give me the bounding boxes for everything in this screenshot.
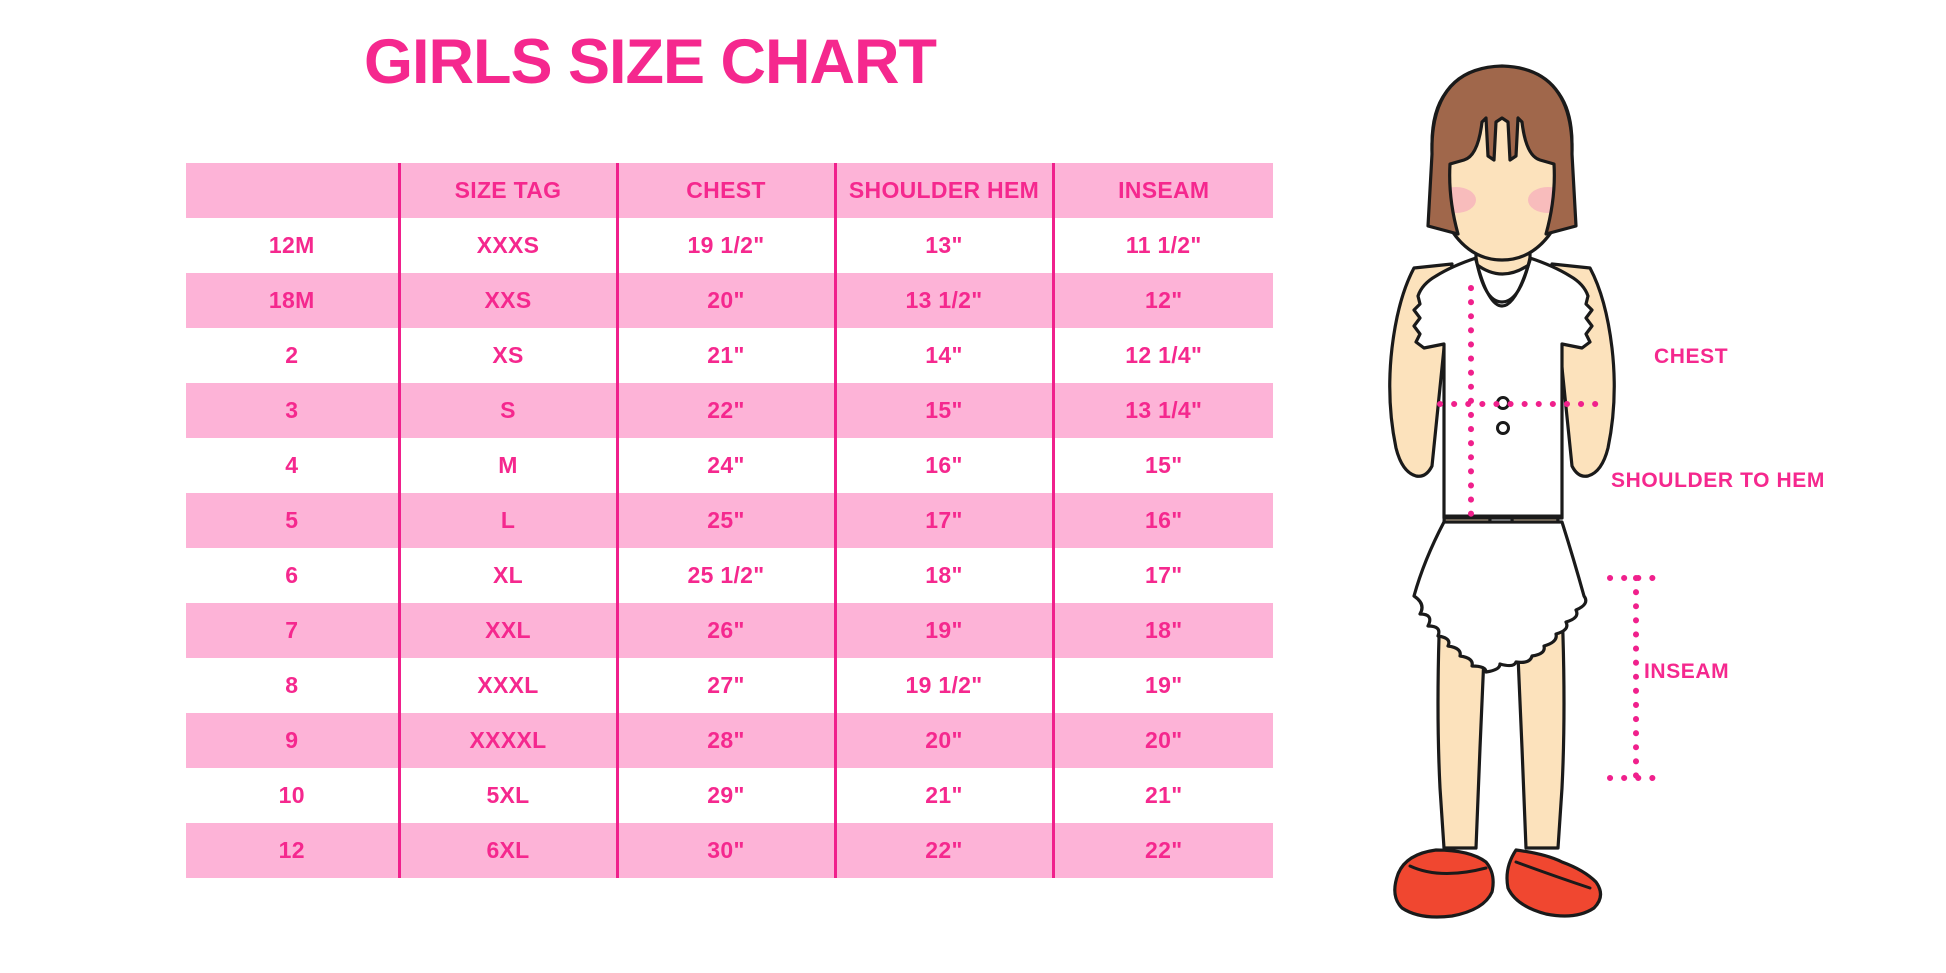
table-row: 8 XXXL 27" 19 1/2" 19" [186, 658, 1273, 713]
cell-size: 4 [186, 438, 399, 493]
cell-inseam: 16" [1051, 493, 1273, 548]
cell-size-tag: 6XL [397, 823, 617, 878]
cell-size-tag: M [397, 438, 617, 493]
cell-size: 10 [186, 768, 399, 823]
cell-inseam: 21" [1051, 768, 1273, 823]
table-row: 12 6XL 30" 22" 22" [186, 823, 1273, 878]
column-header-chest: CHEST [615, 163, 835, 218]
table-row: 18M XXS 20" 13 1/2" 12" [186, 273, 1273, 328]
table-row: 2 XS 21" 14" 12 1/4" [186, 328, 1273, 383]
cell-size-tag: 5XL [397, 768, 617, 823]
cell-chest: 25" [615, 493, 835, 548]
cell-chest: 19 1/2" [615, 218, 835, 273]
cell-size-tag: S [397, 383, 617, 438]
cell-size: 9 [186, 713, 399, 768]
cell-size: 12 [186, 823, 399, 878]
cell-shoulder-hem: 21" [833, 768, 1053, 823]
callout-label-chest: CHEST [1654, 345, 1729, 368]
cell-size: 7 [186, 603, 399, 658]
cell-inseam: 20" [1051, 713, 1273, 768]
table-row: 12M XXXS 19 1/2" 13" 11 1/2" [186, 218, 1273, 273]
cell-chest: 27" [615, 658, 835, 713]
table-row: 6 XL 25 1/2" 18" 17" [186, 548, 1273, 603]
table-row: 5 L 25" 17" 16" [186, 493, 1273, 548]
cell-chest: 24" [615, 438, 835, 493]
cell-shoulder-hem: 19" [833, 603, 1053, 658]
cell-shoulder-hem: 14" [833, 328, 1053, 383]
table-row: 9 XXXXL 28" 20" 20" [186, 713, 1273, 768]
cell-inseam: 15" [1051, 438, 1273, 493]
cell-size-tag: XS [397, 328, 617, 383]
column-header-shoulder-hem: SHOULDER HEM [833, 163, 1053, 218]
cell-inseam: 17" [1051, 548, 1273, 603]
table-row: 7 XXL 26" 19" 18" [186, 603, 1273, 658]
cell-chest: 28" [615, 713, 835, 768]
cell-size-tag: XL [397, 548, 617, 603]
callout-label-shoulder-to-hem: SHOULDER TO HEM [1611, 469, 1825, 492]
cell-size-tag: XXXS [397, 218, 617, 273]
cell-chest: 29" [615, 768, 835, 823]
table-header: SIZE TAG CHEST SHOULDER HEM INSEAM [186, 163, 1273, 218]
cell-shoulder-hem: 22" [833, 823, 1053, 878]
table-row: 10 5XL 29" 21" 21" [186, 768, 1273, 823]
callout-label-inseam: INSEAM [1644, 660, 1730, 683]
cell-shoulder-hem: 18" [833, 548, 1053, 603]
cell-inseam: 12 1/4" [1051, 328, 1273, 383]
cell-size-tag: XXXXL [397, 713, 617, 768]
cell-chest: 26" [615, 603, 835, 658]
cell-size-tag: XXXL [397, 658, 617, 713]
cell-shoulder-hem: 17" [833, 493, 1053, 548]
cell-chest: 21" [615, 328, 835, 383]
cell-shoulder-hem: 13" [833, 218, 1053, 273]
cell-inseam: 19" [1051, 658, 1273, 713]
cell-size: 8 [186, 658, 399, 713]
cell-shoulder-hem: 15" [833, 383, 1053, 438]
cell-shoulder-hem: 16" [833, 438, 1053, 493]
cell-size: 12M [186, 218, 399, 273]
cell-chest: 20" [615, 273, 835, 328]
cell-inseam: 11 1/2" [1051, 218, 1273, 273]
column-header-size-tag: SIZE TAG [397, 163, 617, 218]
cell-size-tag: L [397, 493, 617, 548]
cell-size-tag: XXS [397, 273, 617, 328]
girl-illustration [1340, 48, 1660, 928]
cell-shoulder-hem: 19 1/2" [833, 658, 1053, 713]
cell-inseam: 12" [1051, 273, 1273, 328]
table-row: 3 S 22" 15" 13 1/4" [186, 383, 1273, 438]
table-header-row: SIZE TAG CHEST SHOULDER HEM INSEAM [186, 163, 1273, 218]
cell-inseam: 13 1/4" [1051, 383, 1273, 438]
cell-shoulder-hem: 13 1/2" [833, 273, 1053, 328]
cell-chest: 25 1/2" [615, 548, 835, 603]
cell-size: 2 [186, 328, 399, 383]
cell-chest: 30" [615, 823, 835, 878]
cell-shoulder-hem: 20" [833, 713, 1053, 768]
size-chart-table-container: SIZE TAG CHEST SHOULDER HEM INSEAM 12M XX… [186, 163, 1273, 878]
table-row: 4 M 24" 16" 15" [186, 438, 1273, 493]
cell-size-tag: XXL [397, 603, 617, 658]
cell-size: 3 [186, 383, 399, 438]
cell-inseam: 18" [1051, 603, 1273, 658]
column-header-size [186, 163, 399, 218]
table-body: 12M XXXS 19 1/2" 13" 11 1/2" 18M XXS 20" 13 1/2"… [186, 218, 1273, 878]
cell-inseam: 22" [1051, 823, 1273, 878]
cell-size: 5 [186, 493, 399, 548]
cell-size: 6 [186, 548, 399, 603]
size-chart-table: SIZE TAG CHEST SHOULDER HEM INSEAM 12M XX… [186, 163, 1273, 878]
column-header-inseam: INSEAM [1051, 163, 1273, 218]
cell-size: 18M [186, 273, 399, 328]
page-title: GIRLS SIZE CHART [363, 27, 937, 97]
cell-chest: 22" [615, 383, 835, 438]
